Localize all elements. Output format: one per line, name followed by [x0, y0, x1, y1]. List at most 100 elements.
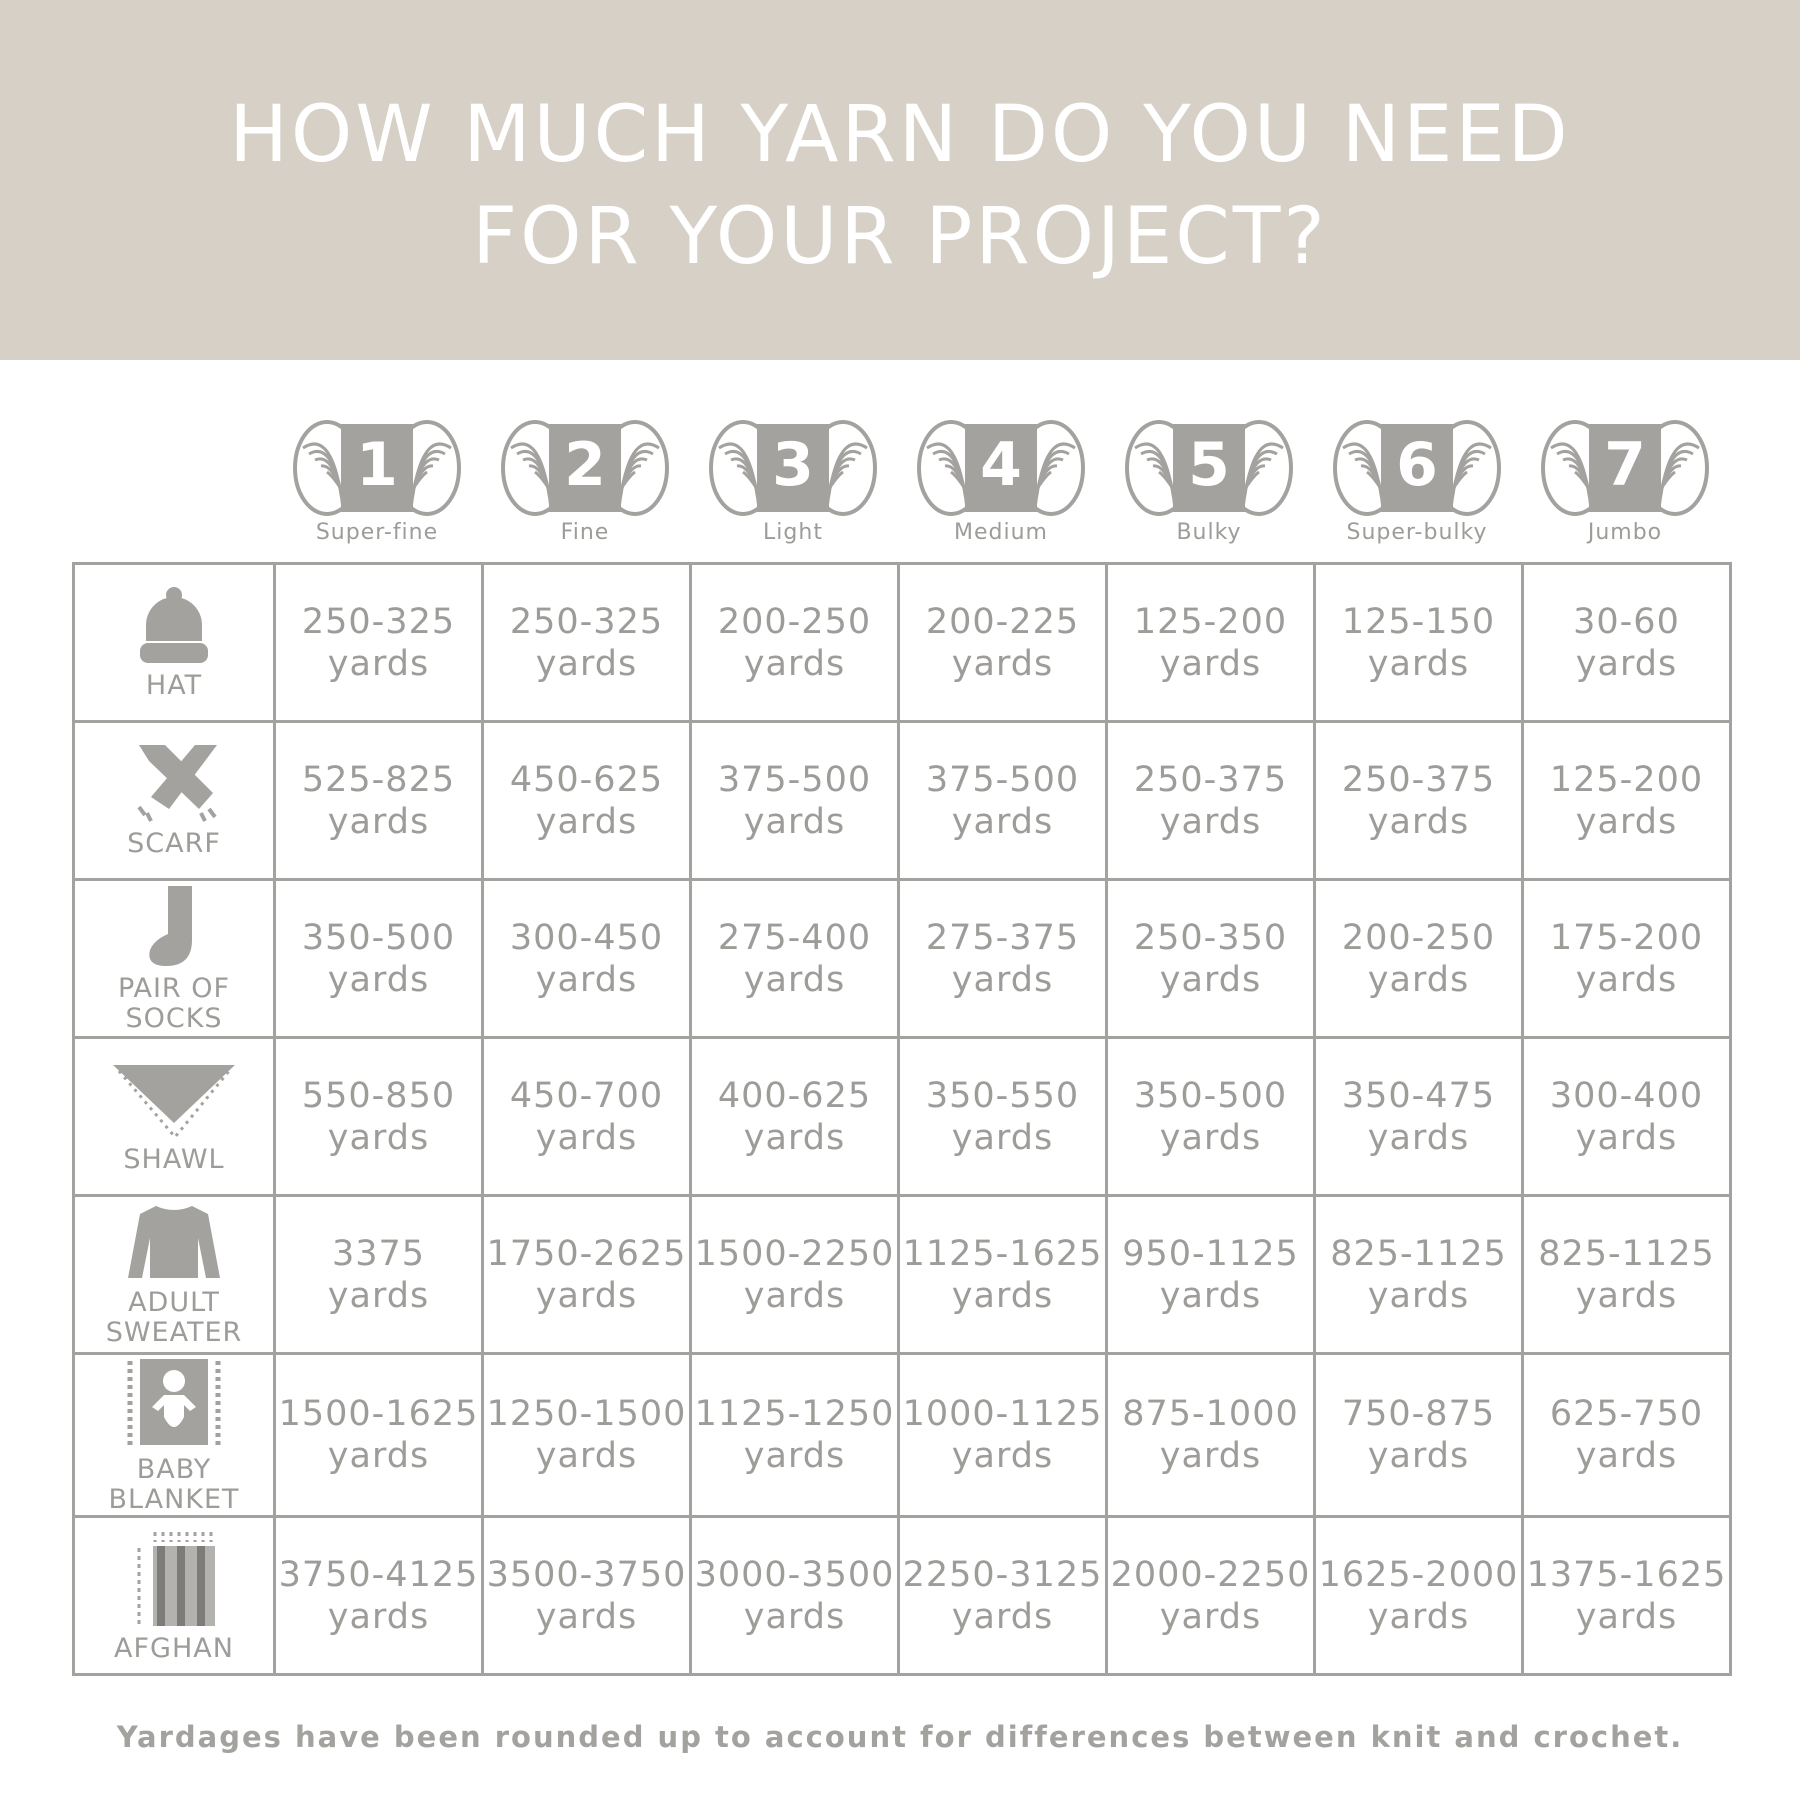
- yardage-value: 3375: [331, 1233, 426, 1274]
- yardage-value: 125-150: [1341, 601, 1496, 642]
- yarn-weight-3: 3 Light: [689, 418, 897, 545]
- yardage-value: 400-625: [717, 1075, 872, 1116]
- page-title-line2: FOR YOUR PROJECT?: [472, 192, 1328, 282]
- yardage-unit: yards: [743, 1596, 846, 1637]
- project-cell: PAIR OF SOCKS: [72, 878, 276, 1039]
- yardage-value: 250-325: [509, 601, 664, 642]
- yardage-unit: yards: [1159, 959, 1262, 1000]
- yardage-value: 200-250: [1341, 917, 1496, 958]
- yardage-value: 250-375: [1341, 759, 1496, 800]
- yardage-cell: 2000-2250 yards: [1105, 1515, 1316, 1676]
- table-row: PAIR OF SOCKS 350-500 yards 300-450 yards 275…: [72, 878, 1732, 1039]
- yardage-unit: yards: [951, 1596, 1054, 1637]
- yardage-unit: yards: [951, 643, 1054, 684]
- yardage-cell: 3750-4125 yards: [273, 1515, 484, 1676]
- yardage-unit: yards: [1159, 1436, 1262, 1476]
- project-cell: ADULT SWEATER: [72, 1194, 276, 1355]
- yardage-value: 750-875: [1341, 1394, 1496, 1434]
- yardage-unit: yards: [327, 1596, 430, 1637]
- yardage-unit: yards: [535, 801, 638, 842]
- project-label: PAIR OF SOCKS: [117, 972, 231, 1034]
- yardage-value: 350-500: [1133, 1075, 1288, 1116]
- yardage-cell: 250-325 yards: [481, 562, 692, 723]
- yardage-cell: 1500-2250 yards: [689, 1194, 900, 1355]
- yardage-cell: 250-325 yards: [273, 562, 484, 723]
- yarn-weight-4: 4 Medium: [897, 418, 1105, 545]
- yarn-weight-1: 1 Super-fine: [273, 418, 481, 545]
- yardage-table: HAT 250-325 yards 250-325 yards 200-250 yards 2…: [72, 562, 1732, 1676]
- yardage-cell: 200-250 yards: [1313, 878, 1524, 1039]
- project-label: SHAWL: [123, 1143, 225, 1175]
- yardage-value: 1750-2625: [486, 1233, 687, 1274]
- yardage-unit: yards: [535, 1275, 638, 1316]
- yardage-value: 1125-1250: [694, 1394, 895, 1434]
- yardage-unit: yards: [1367, 643, 1470, 684]
- scarf-icon: [75, 743, 273, 827]
- yardage-cell: 1750-2625 yards: [481, 1194, 692, 1355]
- weight-name: Light: [763, 520, 823, 545]
- weight-number: 3: [772, 430, 814, 500]
- yarn-weight-2: 2 Fine: [481, 418, 689, 545]
- yardage-unit: yards: [1575, 801, 1678, 842]
- yardage-value: 450-700: [509, 1075, 664, 1116]
- yardage-value: 1500-2250: [694, 1233, 895, 1274]
- weight-name: Bulky: [1176, 520, 1242, 545]
- yarn-skein-icon: [501, 420, 669, 516]
- weight-number: 5: [1188, 430, 1230, 500]
- yardage-cell: 275-375 yards: [897, 878, 1108, 1039]
- yardage-cell: 175-200 yards: [1521, 878, 1732, 1039]
- yardage-value: 300-400: [1549, 1075, 1704, 1116]
- yardage-cell: 350-500 yards: [1105, 1036, 1316, 1197]
- yardage-value: 375-500: [925, 759, 1080, 800]
- weight-name: Super-bulky: [1346, 520, 1488, 545]
- yardage-unit: yards: [951, 801, 1054, 842]
- yardage-cell: 200-250 yards: [689, 562, 900, 723]
- yardage-cell: 950-1125 yards: [1105, 1194, 1316, 1355]
- yardage-cell: 275-400 yards: [689, 878, 900, 1039]
- project-label: BABY BLANKET: [108, 1454, 240, 1515]
- yardage-cell: 825-1125 yards: [1521, 1194, 1732, 1355]
- yardage-unit: yards: [1367, 1596, 1470, 1637]
- yardage-unit: yards: [743, 1117, 846, 1158]
- yardage-value: 350-475: [1341, 1075, 1496, 1116]
- yardage-unit: yards: [535, 1596, 638, 1637]
- yardage-value: 3500-3750: [486, 1554, 687, 1595]
- yardage-cell: 1125-1625 yards: [897, 1194, 1108, 1355]
- weight-number: 4: [980, 430, 1022, 500]
- yardage-cell: 1625-2000 yards: [1313, 1515, 1524, 1676]
- yardage-cell: 350-475 yards: [1313, 1036, 1524, 1197]
- weight-number: 2: [564, 430, 606, 500]
- yardage-cell: 250-350 yards: [1105, 878, 1316, 1039]
- yardage-cell: 350-550 yards: [897, 1036, 1108, 1197]
- yardage-unit: yards: [1159, 643, 1262, 684]
- yardage-cell: 400-625 yards: [689, 1036, 900, 1197]
- yardage-cell: 350-500 yards: [273, 878, 484, 1039]
- yardage-value: 30-60: [1573, 601, 1680, 642]
- yardage-cell: 375-500 yards: [897, 720, 1108, 881]
- yardage-value: 300-450: [509, 917, 664, 958]
- yardage-unit: yards: [1367, 1275, 1470, 1316]
- yardage-cell: 30-60 yards: [1521, 562, 1732, 723]
- yardage-unit: yards: [535, 643, 638, 684]
- yardage-unit: yards: [1159, 1275, 1262, 1316]
- yardage-value: 550-850: [301, 1075, 456, 1116]
- yarn-skein-icon: [1541, 420, 1709, 516]
- yardage-value: 875-1000: [1122, 1394, 1299, 1434]
- yardage-cell: 450-625 yards: [481, 720, 692, 881]
- yardage-cell: 375-500 yards: [689, 720, 900, 881]
- yardage-value: 3750-4125: [278, 1554, 479, 1595]
- yardage-unit: yards: [743, 959, 846, 1000]
- yardage-cell: 825-1125 yards: [1313, 1194, 1524, 1355]
- yardage-value: 1000-1125: [902, 1394, 1103, 1434]
- yarn-skein-icon: [293, 420, 461, 516]
- table-row: AFGHAN 3750-4125 yards 3500-3750 yards 3000-3…: [72, 1515, 1732, 1676]
- yardage-unit: yards: [1159, 1117, 1262, 1158]
- table-row: HAT 250-325 yards 250-325 yards 200-250 yards 2…: [72, 562, 1732, 723]
- table-row: SHAWL 550-850 yards 450-700 yards 400-625 yard…: [72, 1036, 1732, 1197]
- weight-name: Fine: [560, 520, 610, 545]
- yardage-cell: 3000-3500 yards: [689, 1515, 900, 1676]
- yarn-weight-7: 7 Jumbo: [1521, 418, 1729, 545]
- yardage-unit: yards: [327, 643, 430, 684]
- yardage-value: 450-625: [509, 759, 664, 800]
- yardage-unit: yards: [327, 1436, 430, 1476]
